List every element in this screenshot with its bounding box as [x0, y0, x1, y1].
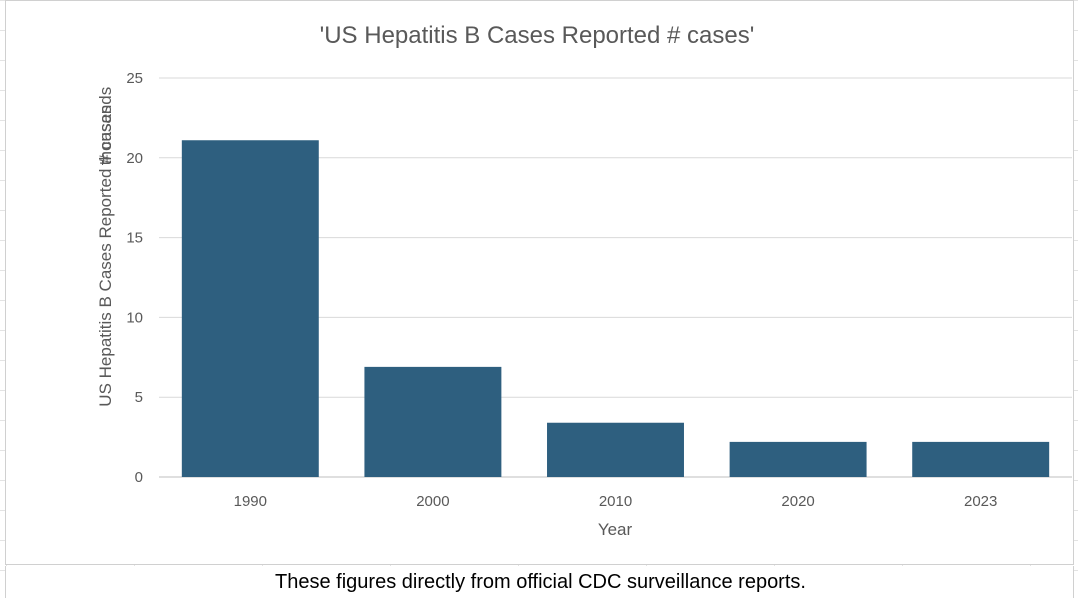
bars — [181, 140, 1050, 477]
y-tick-label: 0 — [135, 469, 143, 486]
y-tick-label: 15 — [126, 230, 143, 247]
note-text: These figures directly from official CDC… — [275, 571, 806, 593]
chart-object[interactable]: 'US Hepatitis B Cases Reported # cases' … — [5, 0, 1074, 565]
y-axis-ticks: 0 5 10 15 20 25 — [126, 70, 143, 486]
bar-chart: 'US Hepatitis B Cases Reported # cases' … — [96, 22, 1072, 539]
y-axis-title: US Hepatitis B Cases Reported # cases — [96, 105, 115, 406]
y-tick-label: 20 — [126, 150, 143, 167]
bar-2010[interactable] — [547, 422, 684, 477]
y-tick-label: 5 — [135, 389, 143, 406]
bar-2023[interactable] — [912, 441, 1050, 477]
bar-2000[interactable] — [364, 366, 502, 477]
x-axis-ticks: 1990 2000 2010 2020 2023 — [234, 493, 998, 510]
bar-2020[interactable] — [729, 441, 867, 477]
y-axis-title-overlap: thousands — [96, 87, 115, 165]
x-axis-title: Year — [598, 520, 633, 539]
x-tick-label: 2023 — [964, 493, 997, 510]
x-tick-label: 2020 — [781, 493, 814, 510]
chart-title: 'US Hepatitis B Cases Reported # cases' — [320, 22, 755, 49]
x-tick-label: 2000 — [416, 493, 449, 510]
note-cell[interactable]: These figures directly from official CDC… — [5, 566, 1074, 598]
bar-1990[interactable] — [181, 140, 319, 477]
x-tick-label: 2010 — [599, 493, 632, 510]
y-tick-label: 10 — [126, 309, 143, 326]
x-tick-label: 1990 — [234, 493, 267, 510]
y-tick-label: 25 — [126, 70, 143, 87]
